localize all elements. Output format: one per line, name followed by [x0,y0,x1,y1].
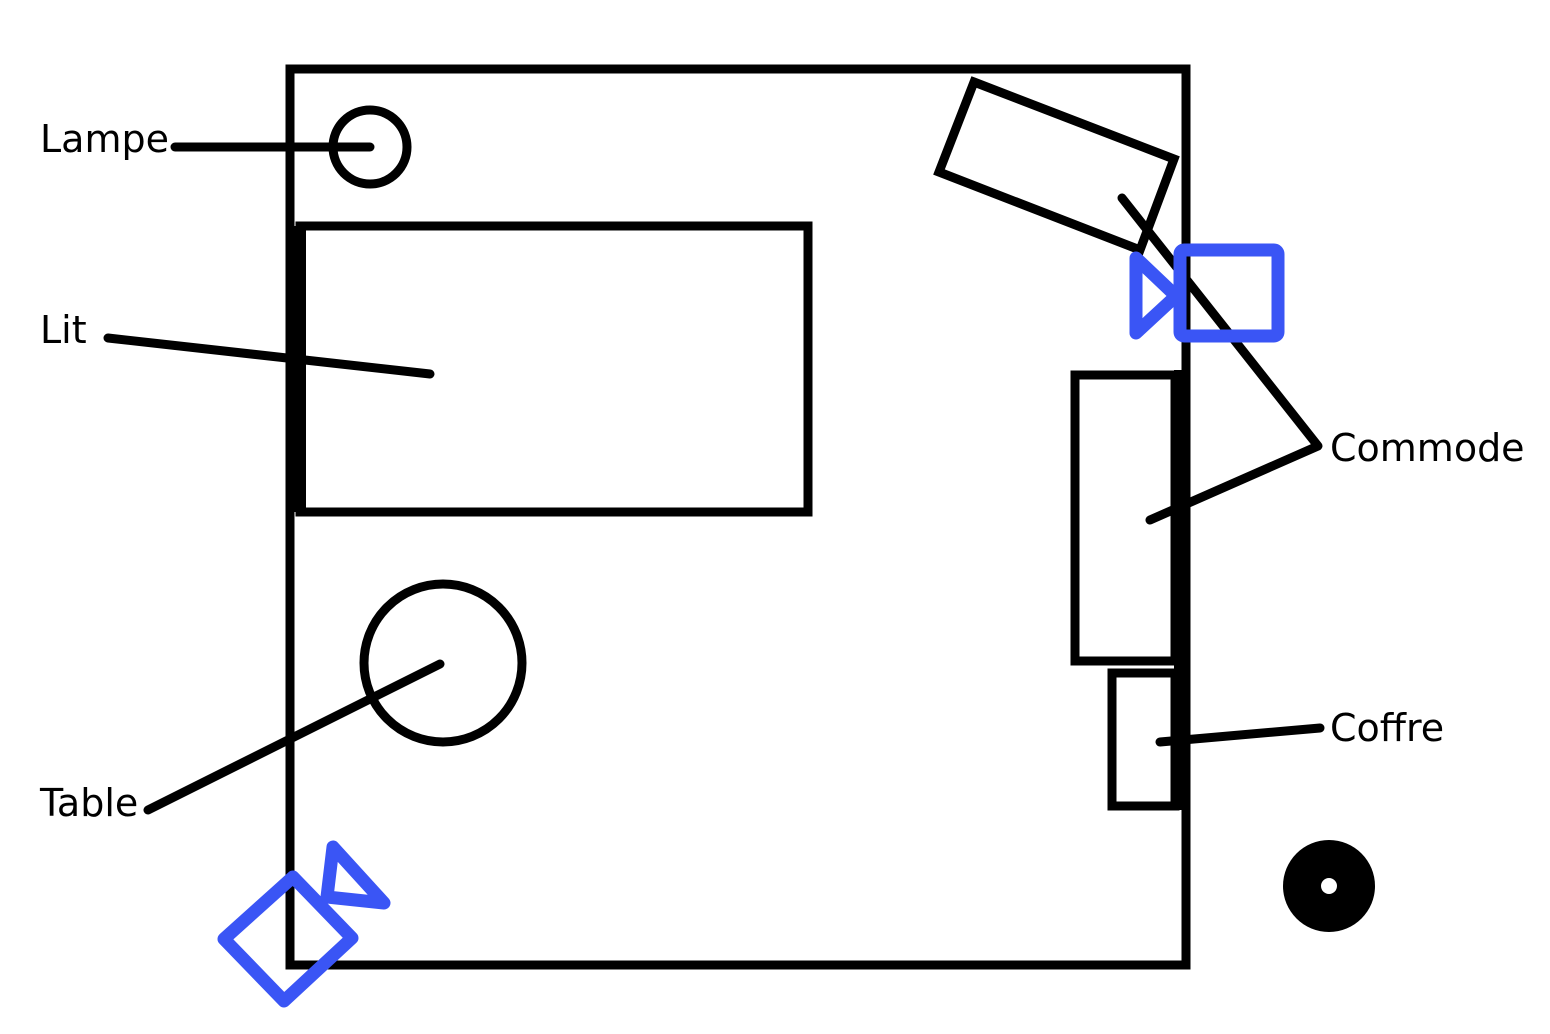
bed-label: Lit [40,308,87,352]
bed-leader-line [103,333,435,379]
dresser-shape-rotated [933,76,1180,256]
dresser-leader-line [1117,193,1323,525]
chest-label: Coffre [1330,706,1444,750]
chest-leader-line [1155,723,1325,747]
table-label: Table [39,781,138,825]
table-shape [359,579,527,747]
camera-lens-icon [320,840,391,910]
camera-body-icon [1173,243,1285,343]
camera-icon [217,840,391,1008]
table-leader-line [143,659,445,815]
position-marker-center [1321,878,1337,894]
room-outline [285,64,1191,970]
camera-lens-icon [1129,251,1183,340]
camera-body-icon [217,870,359,1008]
lamp-label: Lampe [40,117,169,161]
camera-icon [1129,243,1285,343]
dresser-label: Commode [1330,426,1525,470]
